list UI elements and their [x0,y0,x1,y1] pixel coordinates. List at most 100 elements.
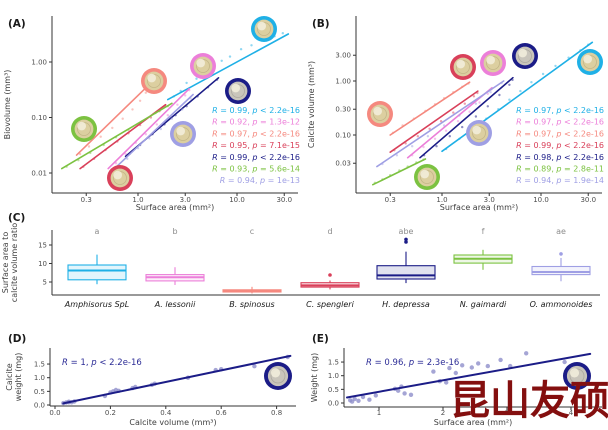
regression-line-ammonoides [376,80,505,168]
x-tick-label: 3.0 [484,196,495,204]
x-tick-label: 0.6 [216,409,228,417]
data-point [131,108,134,111]
panel-B-chart: (B) 0.3 1.0 3.0 10.0 30.0 0.03 0.10 0.30 1.00 3.00… [307,16,604,212]
data-point [428,127,431,130]
outlier-point [404,237,408,242]
specimen-icon-ammonoides [170,121,196,147]
data-point [87,145,91,148]
panel-A-chart: (A) 0.3 1.0 3.0 10.0 30.0 0.01 0.10 1.00 Surface … [3,16,300,212]
x-tick-label: 10.0 [229,196,245,204]
series-gaimardi [60,102,173,170]
boxplot-depressa [376,237,436,284]
x-tick-label: 0.8 [271,409,282,417]
specimen-icon-spengleri [107,165,133,191]
data-point [396,388,401,393]
x-tick-label: 1.0 [132,196,143,204]
data-point [486,92,489,96]
specimen-icon-depressa [225,78,251,104]
data-point [181,108,184,111]
x-tick-label: 1.0 [436,196,447,204]
y-tick-label: 0.10 [335,132,351,140]
panel-label-E: (E) [312,333,329,345]
y-axis-title: Surface area to [1,232,10,294]
data-point [433,137,437,140]
data-point [124,152,127,156]
legend-entry-spengleri: R = 0.95, p = 7.1e-15 [212,141,300,150]
panel-E-chart: (E) 1 2 3 4 0.0 0.5 1.0 1.5 Surface area (mm²) Wei… [310,333,602,427]
species-label: H. depressa [382,300,430,309]
series-gaimardi [372,158,427,186]
species-label: B. spinosus [229,300,274,309]
y-tick-label: 1.00 [31,59,47,67]
panel-label-A: (A) [8,18,26,30]
sig-letter: b [172,227,177,236]
legend-entry-lessonii: R = 0.97, p < 2.2e-16 [516,118,604,127]
data-point [463,102,466,105]
data-point [498,357,503,363]
x-axis-title: Surface area (mm²) [136,203,214,212]
panel-label-D: (D) [8,333,26,345]
specimen-icon-ammonoides [466,120,492,146]
data-point [508,98,511,101]
legend-entry-lessonii: R = 0.92, p = 1.3e-12 [212,118,300,127]
data-point [478,101,481,104]
box [67,264,127,281]
regression-line-lessonii [406,86,493,159]
data-point [448,135,451,138]
panel-c-ratio-boxplots: (C) 5 10 15 Surface area to calcite volume ra… [0,206,608,322]
data-point [422,145,425,149]
panel-D-chart: (D) 0.0 0.2 0.4 0.6 0.8 0.0 0.5 1.0 1.5 Calcite vo… [5,333,296,427]
x-tick-label: 30.0 [276,196,292,204]
species-label: A. lessonii [154,300,196,309]
data-point [562,359,567,365]
legend-entry-amphisorus: R = 0.99, p < 2.2e-16 [212,106,300,115]
regression-line-gaimardi [372,158,427,186]
x-tick-label: 4 [569,409,574,417]
specimen-icon-depressa [264,362,292,390]
boxplot-spengleri [300,273,360,290]
data-point [519,89,522,93]
data-point [485,363,490,369]
panel-label-B: (B) [312,18,330,30]
sig-letter: ae [556,227,566,236]
x-tick-label: 0.3 [385,196,396,204]
data-point [111,126,114,130]
x-axis-title: Calcite volume (mm³) [129,418,216,427]
data-point [444,129,448,132]
data-point [195,77,198,80]
data-point [476,361,481,366]
y-tick-label: 3.00 [335,52,351,60]
boxplot-spinosus [222,286,282,294]
data-point [138,99,142,103]
y-axis-title: Weight (mg) [310,353,319,403]
data-point [541,72,545,76]
regression-line-ammonoides [111,93,194,172]
box [531,265,591,276]
species-label: C. spengleri [306,300,354,309]
box [376,265,436,280]
data-point [78,152,82,156]
data-point [474,102,478,105]
data-point [456,120,460,123]
data-point [458,114,461,117]
data-point [468,110,471,113]
panel-label-C: (C) [8,212,25,224]
specimen-icon-spengleri [450,54,476,80]
data-point [439,120,443,123]
data-point [416,135,419,138]
y-axis-title: calcite volume ratio [10,223,19,302]
x-axis-title: Surface area (mm²) [434,418,512,427]
data-point [524,351,529,356]
specimen-icon-depressa [563,362,591,390]
data-point [486,105,489,108]
series-depressa [419,76,514,159]
x-tick-label: 10.0 [533,196,549,204]
data-point [411,145,414,148]
data-point [442,124,446,127]
series-depressa [346,351,592,404]
regression-line-spinosus [75,82,152,156]
data-point [498,93,501,97]
legend-entry-ammonoides: R = 0.94, p = 1e-13 [220,176,300,185]
specimen-icon-lessonii [480,50,506,76]
species-label: N. gaimardi [460,300,507,309]
